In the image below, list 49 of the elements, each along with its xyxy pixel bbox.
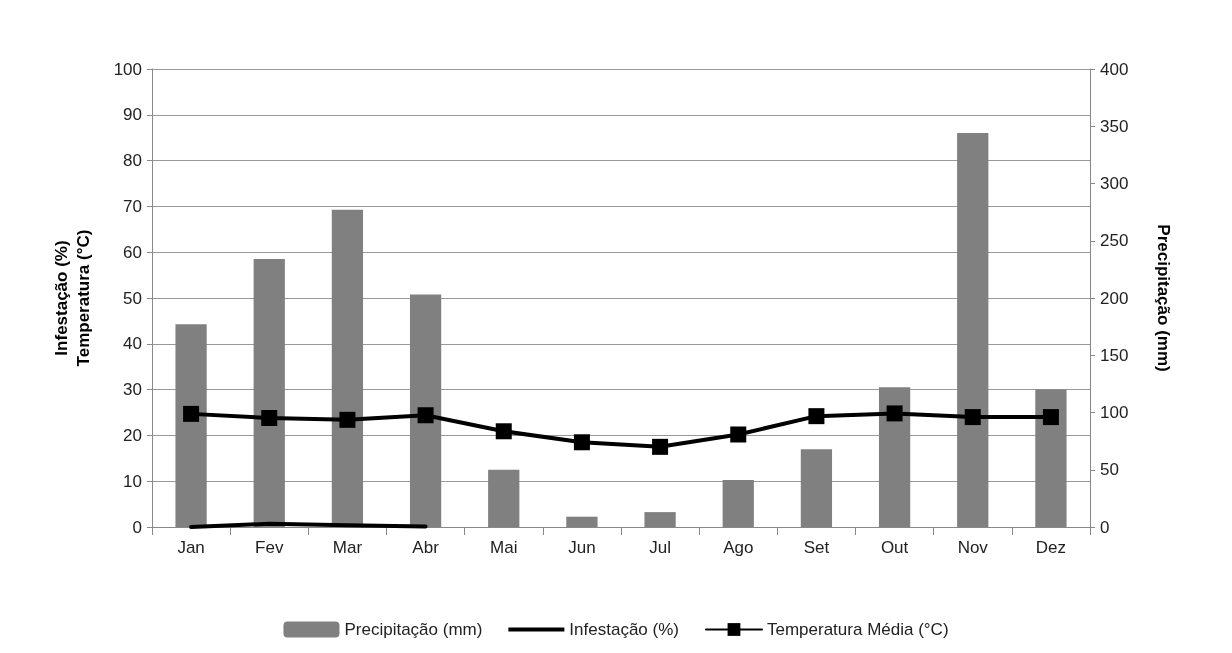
y-tick-label: 50 — [123, 288, 142, 308]
y2-tick-label: 50 — [1100, 460, 1119, 480]
point — [1042, 409, 1059, 426]
y2-tick-label: 400 — [1100, 59, 1129, 79]
point — [730, 426, 747, 443]
y2-tick-label: 0 — [1100, 517, 1110, 537]
y2-tick-label: 250 — [1100, 231, 1129, 251]
x-tick-label: Nov — [957, 538, 989, 557]
x-tick-label: Jan — [177, 538, 205, 557]
x-tick-label: Mar — [332, 538, 363, 557]
point — [183, 405, 200, 422]
y-tick-label: 10 — [123, 471, 142, 491]
x-tick-label: Set — [803, 538, 830, 557]
x-tick-label: Abr — [412, 538, 440, 557]
point — [652, 438, 669, 455]
x-tick-label: Dez — [1035, 538, 1067, 557]
y2-tick-label: 350 — [1100, 116, 1129, 136]
y-tick-label: 40 — [123, 334, 142, 354]
y-tick-label: 20 — [123, 425, 142, 445]
point — [339, 411, 356, 428]
y2-axis-title: Precipitação (mm) — [1153, 224, 1173, 372]
y2-tick-label: 300 — [1100, 174, 1129, 193]
legend-label: Infestação (%) — [569, 620, 679, 639]
y-tick-label: 0 — [132, 517, 142, 537]
point — [261, 410, 278, 426]
y-tick-label: 80 — [123, 151, 142, 171]
point — [573, 434, 590, 451]
legend-label: Temperatura Média (°C) — [766, 620, 949, 639]
y-tick-label: 60 — [123, 242, 142, 262]
y-tick-label: 100 — [113, 59, 142, 79]
y-tick-label: 90 — [123, 105, 142, 125]
x-tick-label: Mai — [490, 538, 518, 557]
y-tick-label: 30 — [123, 380, 142, 400]
y-axis-title: Infestação (%) Temperatura (°C) — [51, 229, 93, 367]
x-tick-label: Out — [880, 538, 909, 557]
point — [417, 407, 434, 424]
legend-label: Precipitação (mm) — [344, 620, 483, 639]
x-tick-label: Jun — [568, 538, 596, 557]
x-tick-label: Jul — [649, 538, 671, 557]
y2-tick-label: 150 — [1100, 345, 1129, 365]
point — [964, 409, 981, 426]
point — [495, 423, 512, 440]
x-tick-label: Ago — [723, 538, 754, 557]
y2-tick-label: 100 — [1100, 403, 1129, 422]
x-tick-label: Fev — [255, 538, 284, 557]
point — [886, 405, 903, 422]
point — [808, 408, 825, 425]
y-tick-label: 70 — [123, 196, 142, 216]
y2-tick-label: 200 — [1100, 288, 1129, 308]
